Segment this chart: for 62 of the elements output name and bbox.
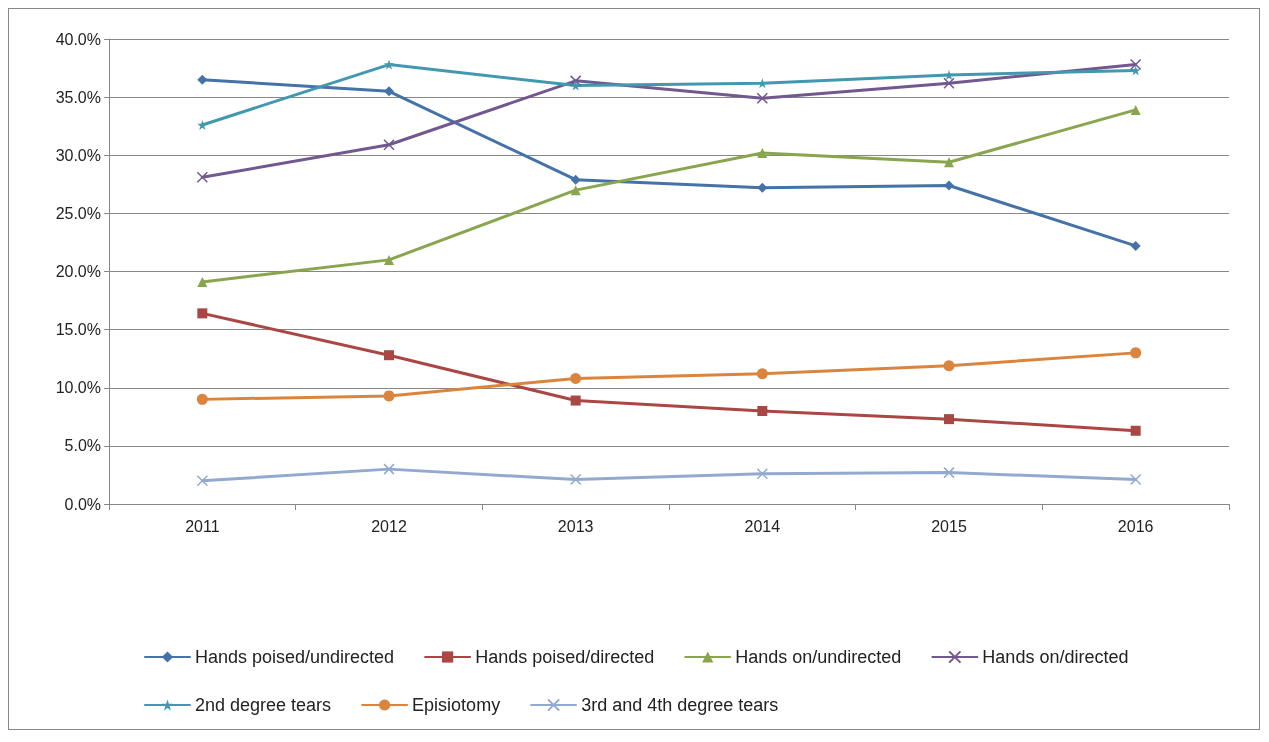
x-tick-label: 2012 — [371, 517, 407, 535]
point — [569, 75, 582, 87]
point — [384, 350, 394, 361]
point — [1129, 473, 1142, 486]
point — [943, 360, 955, 372]
point — [1130, 425, 1141, 436]
point — [756, 92, 769, 105]
point — [384, 254, 394, 265]
point — [943, 77, 955, 89]
point — [569, 473, 582, 486]
legend-label: 2nd degree tears — [195, 695, 332, 715]
y-tick-label: 0.0% — [64, 495, 101, 513]
point — [1129, 58, 1142, 71]
x-tick-label: 2013 — [557, 517, 594, 535]
point — [383, 463, 395, 475]
point — [570, 372, 582, 384]
point — [570, 185, 581, 196]
point — [944, 70, 954, 81]
legend-label: Hands on/undirected — [735, 647, 902, 667]
point — [944, 414, 954, 425]
point — [1130, 347, 1142, 359]
point — [196, 171, 209, 184]
point — [384, 59, 394, 70]
y-tick-label: 40.0% — [55, 30, 101, 48]
y-tick-label: 20.0% — [55, 263, 101, 280]
y-tick-label: 25.0% — [55, 204, 101, 222]
point — [383, 390, 395, 402]
y-tick-label: 10.0% — [55, 379, 101, 397]
legend-label: Hands on/directed — [982, 647, 1129, 667]
point — [1130, 104, 1141, 115]
point — [384, 86, 394, 97]
point — [757, 147, 768, 158]
point — [756, 468, 769, 480]
x-tick-label: 2015 — [931, 517, 967, 535]
point — [757, 406, 768, 416]
x-tick-label: 2016 — [1117, 517, 1154, 535]
point — [1130, 240, 1141, 251]
point — [383, 139, 395, 151]
legend-label: Hands poised/undirected — [195, 647, 395, 667]
point — [196, 475, 209, 487]
point — [570, 80, 581, 91]
point — [197, 308, 208, 319]
legend-label: Hands poised/directed — [475, 647, 655, 667]
y-tick-label: 35.0% — [55, 88, 101, 106]
point — [197, 74, 208, 85]
point — [1130, 65, 1141, 76]
legend-label: 3rd and 4th degree tears — [581, 695, 779, 715]
x-tick-label: 2014 — [744, 517, 781, 535]
y-tick-label: 30.0% — [55, 146, 101, 164]
point — [944, 157, 954, 168]
point — [757, 182, 768, 193]
point — [756, 368, 768, 380]
point — [570, 395, 581, 406]
point — [570, 174, 581, 185]
point — [943, 466, 955, 479]
y-tick-label: 5.0% — [64, 437, 101, 455]
legend-label: Episiotomy — [412, 695, 501, 715]
point — [197, 276, 208, 287]
point — [944, 180, 954, 191]
point — [196, 393, 208, 405]
x-tick-label: 2011 — [185, 517, 220, 535]
y-tick-label: 15.0% — [55, 321, 101, 339]
